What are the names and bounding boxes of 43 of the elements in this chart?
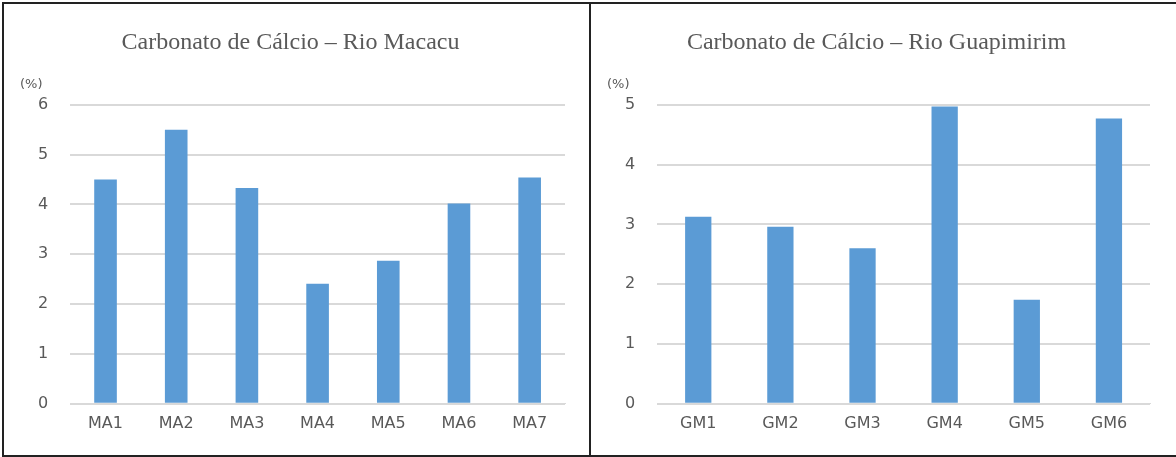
y-tick-label: 2 bbox=[37, 293, 49, 313]
bar bbox=[518, 177, 541, 403]
bar bbox=[94, 179, 117, 403]
y-tick-label: 3 bbox=[624, 213, 636, 233]
x-tick-label: MA3 bbox=[229, 412, 265, 432]
x-tick-label: MA2 bbox=[158, 412, 194, 432]
bar bbox=[164, 129, 188, 403]
y-tick-label: 2 bbox=[624, 273, 636, 293]
x-tick-label: GM4 bbox=[926, 412, 963, 432]
x-tick-label: GM3 bbox=[844, 412, 881, 432]
bar bbox=[931, 106, 958, 403]
x-tick-label: GM6 bbox=[1090, 412, 1128, 432]
x-tick-label: GM2 bbox=[762, 412, 799, 432]
y-tick-label: 5 bbox=[37, 143, 49, 163]
bar bbox=[306, 283, 329, 403]
y-tick-label: 1 bbox=[624, 333, 636, 353]
x-tick-label: GM1 bbox=[680, 412, 717, 432]
bar bbox=[767, 226, 794, 403]
chart-title: Carbonato de Cálcio – Rio Macacu bbox=[121, 27, 460, 54]
y-tick-label: 4 bbox=[624, 153, 636, 173]
bar bbox=[447, 203, 471, 403]
y-tick-label: 0 bbox=[624, 392, 636, 412]
x-tick-label: MA5 bbox=[370, 412, 406, 432]
x-tick-label: GM5 bbox=[1008, 412, 1045, 432]
y-axis-title: (%) bbox=[20, 75, 43, 91]
x-tick-label: MA7 bbox=[512, 412, 548, 432]
bar bbox=[235, 188, 259, 403]
y-tick-label: 0 bbox=[37, 392, 49, 412]
bar bbox=[376, 260, 400, 403]
y-tick-label: 6 bbox=[37, 93, 49, 113]
y-axis-title: (%) bbox=[607, 75, 630, 91]
x-tick-label: MA6 bbox=[441, 412, 477, 432]
y-tick-label: 5 bbox=[624, 93, 636, 113]
bar bbox=[1095, 118, 1123, 403]
x-tick-label: MA1 bbox=[88, 412, 123, 432]
bar bbox=[1013, 299, 1040, 403]
bar bbox=[849, 248, 876, 403]
y-tick-label: 1 bbox=[37, 343, 49, 363]
bar bbox=[685, 216, 712, 403]
y-tick-label: 3 bbox=[37, 243, 49, 263]
x-tick-label: MA4 bbox=[300, 412, 336, 432]
chart-title: Carbonato de Cálcio – Rio Guapimirim bbox=[686, 27, 1067, 54]
y-tick-label: 4 bbox=[37, 193, 49, 213]
